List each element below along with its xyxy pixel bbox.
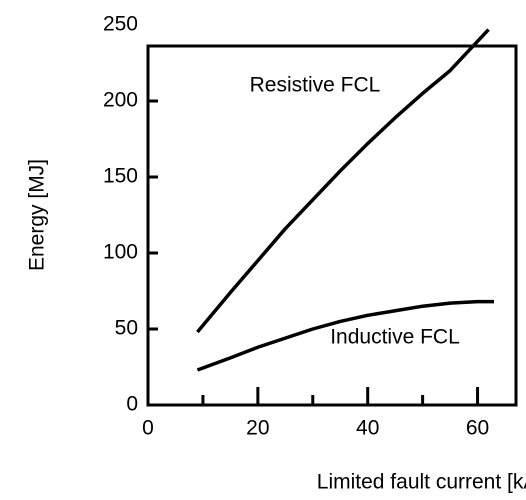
plot-frame — [146, 44, 518, 407]
y-tick-label: 250 — [103, 13, 138, 36]
y-tick-label: 150 — [103, 165, 138, 188]
x-tick-label: 0 — [142, 417, 154, 440]
x-tick-label: 60 — [466, 417, 489, 440]
y-tick-label: 0 — [126, 393, 138, 416]
x-axis-label: Limited fault current [kA] — [317, 471, 526, 494]
x-tick-label: 40 — [356, 417, 379, 440]
y-tick-label: 100 — [103, 241, 138, 264]
y-axis-label: Energy [MJ] — [26, 159, 49, 271]
series-label: Inductive FCL — [330, 326, 460, 349]
x-tick-label: 20 — [246, 417, 269, 440]
line — [196, 299, 495, 372]
series-label: Resistive FCL — [250, 74, 381, 97]
line — [196, 28, 490, 334]
y-tick-label: 200 — [103, 89, 138, 112]
y-tick-label: 50 — [115, 317, 138, 340]
